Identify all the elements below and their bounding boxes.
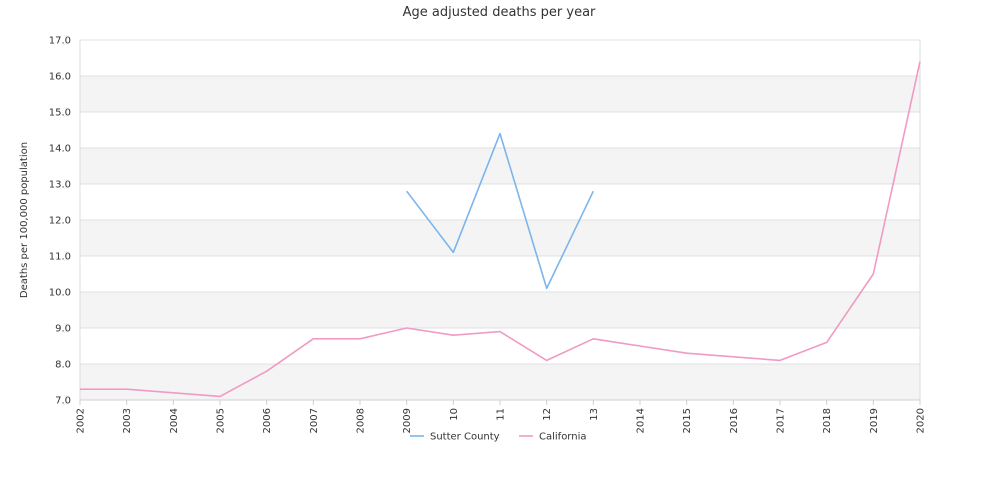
series-line-california	[80, 61, 921, 398]
x-tick-label: 2018	[822, 408, 833, 433]
x-tick-label: 2004	[169, 408, 180, 433]
plot-band	[80, 256, 920, 292]
x-tick-label: 2016	[729, 408, 740, 433]
x-tick-label: 2006	[262, 408, 273, 433]
series-line-sutter-county	[406, 132, 595, 290]
y-tick-label: 12.0	[49, 216, 71, 227]
plot-band	[80, 364, 920, 400]
plot-band	[80, 148, 920, 184]
x-tick-label: 11	[496, 408, 507, 421]
x-tick-label: 2014	[636, 408, 647, 433]
x-tick-label: 13	[589, 408, 600, 421]
plot-band	[80, 292, 920, 328]
x-tick-label: 12	[542, 408, 553, 421]
x-tick-label: 2005	[216, 408, 227, 433]
y-axis-title: Deaths per 100,000 population	[19, 142, 30, 298]
plot-band	[80, 76, 920, 112]
y-tick-label: 8.0	[55, 360, 71, 371]
y-tick-label: 15.0	[49, 108, 71, 119]
x-tick-label: 10	[449, 408, 460, 421]
x-tick-label: 2008	[356, 408, 367, 433]
y-tick-label: 10.0	[49, 288, 71, 299]
x-tick-label: 2015	[682, 408, 693, 433]
x-axis-ticks: 2002 2003 2004 2005 2006 2007 2008 2009 10 11 12 13…	[76, 400, 927, 433]
plot-band	[80, 220, 920, 256]
legend: Sutter County California	[410, 432, 587, 443]
y-tick-label: 14.0	[49, 144, 71, 155]
x-tick-label: 2017	[776, 408, 787, 433]
plot-band	[80, 112, 920, 148]
x-tick-label: 2003	[122, 408, 133, 433]
y-tick-label: 7.0	[55, 396, 71, 407]
y-tick-label: 16.0	[49, 72, 71, 83]
plot-bands	[80, 40, 920, 400]
y-tick-label: 9.0	[55, 324, 71, 335]
legend-item-label: Sutter County	[430, 432, 500, 443]
chart-title: Age adjusted deaths per year	[403, 5, 596, 20]
plot-band	[80, 328, 920, 364]
x-tick-label: 2002	[76, 408, 87, 433]
x-tick-label: 2019	[869, 408, 880, 433]
x-tick-label: 2020	[916, 408, 927, 433]
x-tick-label: 2009	[402, 408, 413, 433]
plot-band	[80, 184, 920, 220]
series-lines	[80, 61, 921, 398]
x-tick-label: 2007	[309, 408, 320, 433]
legend-item-label: California	[539, 432, 587, 443]
y-tick-label: 11.0	[49, 252, 71, 263]
plot-band	[80, 40, 920, 76]
y-tick-label: 17.0	[49, 36, 71, 47]
y-axis-ticks: 7.0 8.0 9.0 10.0 11.0 12.0 13.0 14.0 15.0 16.0 17.…	[49, 36, 71, 407]
y-tick-label: 13.0	[49, 180, 71, 191]
